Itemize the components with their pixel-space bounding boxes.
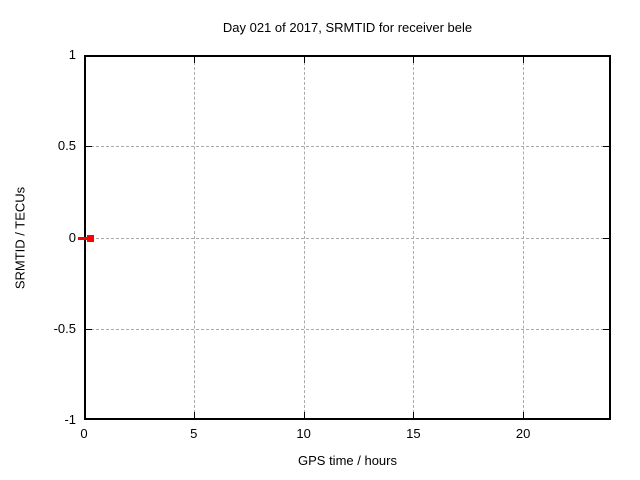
x-tick-label-20: 20 [515, 426, 531, 441]
x-tick-top-20 [523, 57, 525, 63]
y-tick-label-0: 0 [68, 229, 76, 245]
x-tick-label-15: 15 [406, 426, 421, 441]
plot-area [78, 55, 611, 420]
y-tick-label-0.5: 0.5 [57, 138, 76, 154]
gridline-y-0.5 [86, 146, 609, 148]
y-tick-label-1: 1 [68, 47, 76, 62]
y-tick-right-0.5 [603, 146, 609, 148]
chart-title: Day 021 of 2017, SRMTID for receiver bel… [222, 20, 473, 35]
x-tick-bottom-20 [523, 412, 525, 418]
x-tick-bottom-10 [303, 412, 305, 418]
y-tick-left--0.5 [86, 328, 92, 330]
x-axis-label: GPS time / hours [298, 453, 397, 468]
x-tick-bottom-5 [193, 412, 195, 418]
y-tick-label--0.5: -0.5 [53, 320, 76, 336]
x-tick-label-0: 0 [80, 426, 88, 441]
x-tick-label-5: 5 [190, 426, 198, 441]
x-tick-top-5 [193, 57, 195, 63]
x-tick-label-10: 10 [296, 426, 311, 441]
gridline-y-0 [86, 237, 609, 239]
x-tick-bottom-15 [413, 412, 415, 418]
x-error-bar [78, 236, 91, 240]
data-point-marker [86, 234, 94, 242]
y-tick-right-0 [603, 237, 609, 239]
x-tick-top-10 [303, 57, 305, 63]
y-tick-left-0.5 [86, 146, 92, 148]
x-tick-top-15 [413, 57, 415, 63]
gridline-y--0.5 [86, 328, 609, 330]
y-tick-label--1: -1 [64, 412, 76, 427]
y-tick-right--0.5 [603, 328, 609, 330]
